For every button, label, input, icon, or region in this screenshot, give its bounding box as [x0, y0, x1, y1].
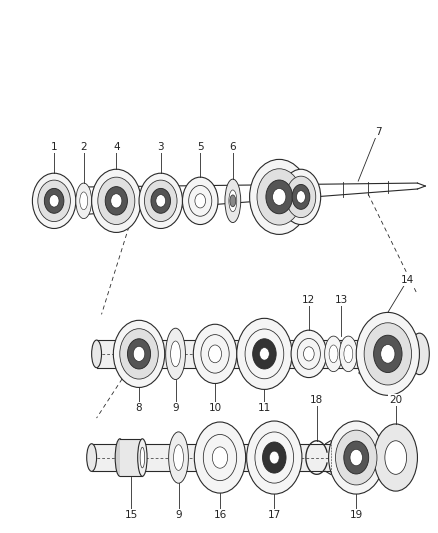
Text: 13: 13	[335, 295, 348, 304]
Text: 2: 2	[81, 142, 87, 151]
Text: 16: 16	[213, 510, 226, 520]
Ellipse shape	[229, 190, 237, 212]
Ellipse shape	[225, 179, 241, 223]
Text: 18: 18	[310, 395, 323, 405]
Ellipse shape	[250, 159, 309, 235]
Text: 19: 19	[350, 510, 363, 520]
Ellipse shape	[339, 336, 357, 372]
Ellipse shape	[374, 335, 402, 373]
Ellipse shape	[115, 439, 124, 477]
Ellipse shape	[87, 444, 96, 471]
Ellipse shape	[208, 345, 222, 363]
Text: 1: 1	[51, 142, 57, 151]
Ellipse shape	[151, 188, 170, 213]
Ellipse shape	[336, 430, 377, 485]
Ellipse shape	[133, 346, 145, 361]
Ellipse shape	[139, 173, 183, 229]
Ellipse shape	[145, 180, 177, 222]
Ellipse shape	[291, 330, 327, 377]
Ellipse shape	[212, 447, 228, 468]
Ellipse shape	[262, 442, 286, 473]
Ellipse shape	[194, 422, 246, 493]
Ellipse shape	[201, 335, 229, 373]
Ellipse shape	[329, 345, 338, 363]
Ellipse shape	[304, 347, 314, 361]
Ellipse shape	[98, 177, 135, 224]
Ellipse shape	[120, 329, 158, 379]
Ellipse shape	[245, 329, 284, 379]
Text: 7: 7	[374, 127, 381, 137]
Ellipse shape	[255, 432, 293, 483]
Ellipse shape	[32, 173, 76, 229]
Ellipse shape	[80, 192, 88, 209]
Ellipse shape	[193, 324, 237, 384]
Text: 15: 15	[124, 510, 138, 520]
Ellipse shape	[173, 445, 184, 471]
Ellipse shape	[350, 449, 363, 466]
Ellipse shape	[113, 320, 165, 387]
Text: 3: 3	[157, 142, 164, 151]
Text: 11: 11	[258, 403, 271, 413]
Text: 8: 8	[136, 403, 142, 413]
Ellipse shape	[138, 439, 147, 477]
Ellipse shape	[344, 345, 353, 363]
Ellipse shape	[166, 328, 185, 379]
Text: 6: 6	[230, 142, 236, 151]
Ellipse shape	[183, 177, 218, 224]
Ellipse shape	[381, 344, 395, 363]
Ellipse shape	[281, 169, 321, 224]
Ellipse shape	[237, 318, 292, 390]
Ellipse shape	[253, 339, 276, 369]
Text: 5: 5	[197, 142, 204, 151]
Ellipse shape	[92, 340, 102, 368]
Ellipse shape	[260, 348, 269, 360]
Ellipse shape	[189, 185, 212, 216]
Text: 10: 10	[208, 403, 222, 413]
Ellipse shape	[344, 441, 369, 474]
Ellipse shape	[140, 447, 145, 468]
Ellipse shape	[286, 176, 316, 217]
Ellipse shape	[385, 441, 406, 474]
Bar	[120, 439, 142, 477]
Ellipse shape	[266, 180, 293, 214]
Ellipse shape	[203, 434, 237, 481]
Ellipse shape	[76, 183, 92, 219]
Ellipse shape	[410, 333, 429, 375]
Ellipse shape	[230, 195, 236, 207]
Ellipse shape	[356, 312, 420, 395]
Ellipse shape	[325, 336, 343, 372]
Ellipse shape	[374, 424, 417, 491]
Text: 9: 9	[175, 510, 182, 520]
Ellipse shape	[247, 421, 302, 494]
Ellipse shape	[364, 323, 412, 385]
Ellipse shape	[195, 193, 205, 208]
Text: 9: 9	[172, 403, 179, 413]
Text: 14: 14	[401, 275, 414, 285]
Bar	[92, 444, 393, 471]
Text: 17: 17	[268, 510, 281, 520]
Ellipse shape	[156, 195, 166, 207]
Bar	[96, 340, 388, 368]
Ellipse shape	[105, 187, 127, 215]
Ellipse shape	[292, 184, 310, 209]
Ellipse shape	[169, 432, 188, 483]
Ellipse shape	[38, 180, 71, 222]
Ellipse shape	[92, 169, 141, 232]
Ellipse shape	[127, 339, 151, 369]
Ellipse shape	[272, 189, 286, 205]
Ellipse shape	[171, 341, 180, 367]
Text: 12: 12	[302, 295, 315, 304]
Text: 20: 20	[389, 395, 402, 405]
Ellipse shape	[269, 451, 279, 464]
Ellipse shape	[49, 195, 59, 207]
Ellipse shape	[44, 188, 64, 213]
Ellipse shape	[297, 338, 321, 369]
Text: 4: 4	[113, 142, 120, 151]
Ellipse shape	[257, 169, 301, 225]
Ellipse shape	[297, 191, 305, 203]
Ellipse shape	[328, 421, 384, 494]
Ellipse shape	[111, 193, 122, 208]
